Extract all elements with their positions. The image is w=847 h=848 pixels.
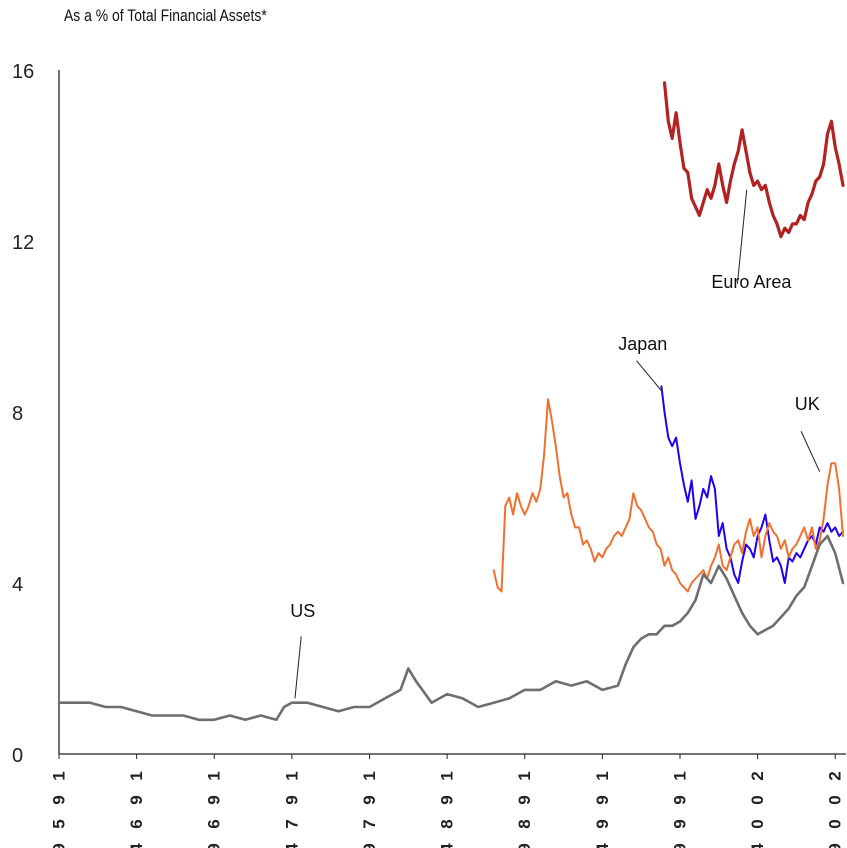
annotation-leader-japan (636, 360, 662, 391)
x-tick-digit: 0 (826, 819, 845, 828)
x-tick-digit: 1 (282, 771, 301, 780)
x-tick-digit: 4 (282, 843, 301, 848)
annotation-label-japan: Japan (618, 334, 667, 354)
y-tick-label: 16 (12, 61, 34, 83)
x-tick-digit: 0 (826, 795, 845, 804)
x-tick-digit: 9 (670, 843, 689, 848)
x-tick-digit: 7 (282, 819, 301, 828)
x-tick-digit: 1 (360, 771, 379, 780)
x-tick-digit: 1 (205, 771, 224, 780)
x-tick-digit: 9 (205, 795, 224, 804)
x-tick-digit: 9 (438, 795, 457, 804)
x-tick-digit: 9 (360, 795, 379, 804)
x-tick-digit: 8 (438, 819, 457, 828)
annotation-leader-uk (800, 431, 821, 473)
x-tick-digit: 9 (670, 819, 689, 828)
y-tick-label: 4 (12, 574, 23, 596)
x-tick-digit: 0 (748, 819, 767, 828)
x-tick-digit: 4 (127, 843, 146, 848)
annotation-label-uk: UK (795, 394, 820, 414)
chart-axes: 0481216195919641969197419791984198919941… (12, 61, 846, 848)
x-tick-digit: 9 (360, 843, 379, 848)
x-tick-digit: 9 (670, 795, 689, 804)
y-tick-label: 8 (12, 403, 23, 425)
x-tick-digit: 2 (826, 771, 845, 780)
x-tick-digit: 1 (515, 771, 534, 780)
series-line-japan (660, 385, 844, 584)
series-line-uk (492, 398, 844, 593)
annotation-leader-euro-area (736, 189, 748, 284)
series-line-euro-area (662, 81, 845, 239)
x-tick-digit: 2 (748, 771, 767, 780)
x-tick-digit: 9 (50, 843, 69, 848)
chart-series (57, 81, 845, 722)
x-tick-digit: 4 (748, 843, 767, 848)
chart-subtitle: As a % of Total Financial Assets* (64, 6, 267, 25)
chart-annotations: Euro Area Japan UK US (290, 189, 821, 699)
x-tick-digit: 6 (205, 819, 224, 828)
x-tick-digit: 1 (438, 771, 457, 780)
x-tick-digit: 1 (593, 771, 612, 780)
y-tick-label: 0 (12, 745, 23, 767)
x-tick-digit: 9 (50, 795, 69, 804)
x-tick-digit: 1 (670, 771, 689, 780)
x-tick-digit: 4 (593, 843, 612, 848)
x-tick-digit: 1 (127, 771, 146, 780)
x-tick-digit: 9 (205, 843, 224, 848)
annotation-label-euro-area: Euro Area (711, 272, 792, 292)
x-tick-digit: 9 (826, 843, 845, 848)
x-tick-digit: 8 (515, 819, 534, 828)
x-tick-digit: 1 (50, 771, 69, 780)
x-tick-digit: 9 (515, 843, 534, 848)
series-line-us (57, 534, 845, 722)
x-tick-digit: 4 (438, 843, 457, 848)
x-tick-digit: 7 (360, 819, 379, 828)
y-tick-label: 12 (12, 232, 34, 254)
x-tick-digit: 9 (282, 795, 301, 804)
annotation-label-us: US (290, 601, 315, 621)
x-tick-digit: 9 (515, 795, 534, 804)
x-tick-digit: 9 (593, 795, 612, 804)
annotation-leader-us (294, 636, 302, 699)
x-tick-digit: 9 (127, 795, 146, 804)
x-tick-digit: 5 (50, 819, 69, 828)
x-tick-digit: 6 (127, 819, 146, 828)
x-tick-digit: 0 (748, 795, 767, 804)
x-tick-digit: 9 (593, 819, 612, 828)
